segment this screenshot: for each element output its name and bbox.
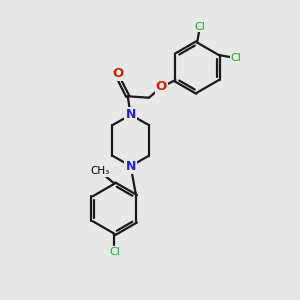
Text: O: O (156, 80, 167, 93)
Text: Cl: Cl (231, 53, 242, 63)
Text: Cl: Cl (109, 247, 120, 257)
Text: O: O (112, 67, 124, 80)
Text: Cl: Cl (194, 22, 206, 32)
Text: N: N (125, 108, 136, 121)
Text: N: N (125, 160, 136, 172)
Text: CH₃: CH₃ (90, 167, 110, 176)
